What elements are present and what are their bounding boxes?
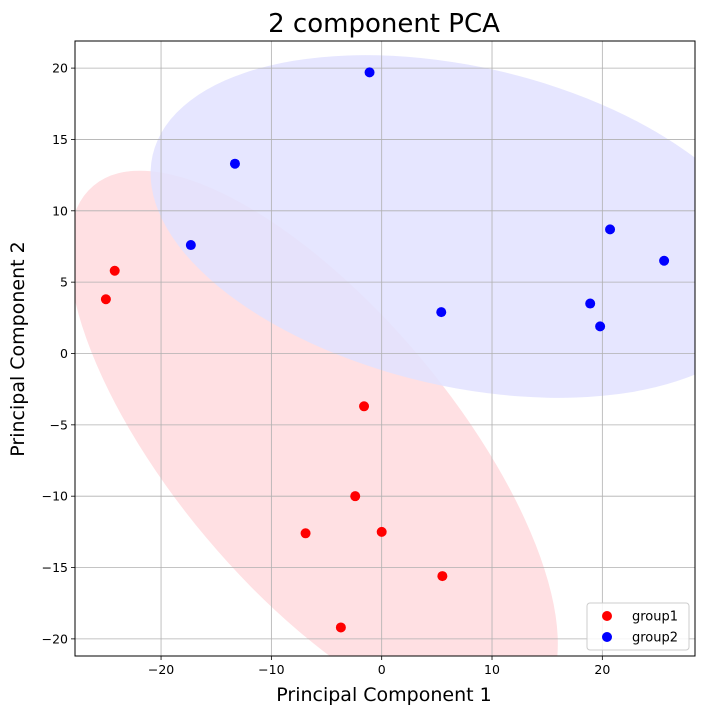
point-group1	[376, 526, 387, 537]
point-group2	[436, 307, 447, 318]
point-group2	[659, 255, 670, 266]
y-tick-label: 20	[52, 61, 68, 76]
plot-frame	[74, 40, 696, 657]
y-axis-title: Principal Component 2	[7, 241, 29, 456]
point-group2	[605, 224, 616, 235]
point-group1	[300, 528, 311, 539]
x-axis-title: Principal Component 1	[276, 684, 491, 706]
x-tick-label: −10	[258, 662, 284, 677]
point-group2	[364, 67, 375, 78]
legend: group1 group2	[586, 602, 690, 651]
y-tick-label: −15	[42, 560, 68, 575]
x-tick-label: 0	[378, 662, 386, 677]
legend-label-group1: group1	[632, 610, 678, 625]
y-tick-label: 10	[52, 203, 68, 218]
legend-box	[586, 602, 690, 651]
point-group2	[585, 298, 596, 309]
point-group1	[109, 265, 120, 276]
point-group1	[437, 571, 448, 582]
y-tick-label: 15	[52, 132, 68, 147]
y-tick-label: −20	[42, 631, 68, 646]
point-group2	[595, 321, 606, 332]
legend-label-group2: group2	[632, 631, 678, 646]
confidence-ellipse-group1	[75, 170, 558, 656]
y-tick-label: 5	[60, 275, 68, 290]
x-tick-label: 20	[594, 662, 610, 677]
point-group1	[350, 491, 361, 502]
confidence-ellipse-group2	[150, 55, 695, 398]
y-tick-label: 0	[60, 346, 68, 361]
y-tick-label: −5	[50, 417, 68, 432]
chart-title: 2 component PCA	[268, 9, 500, 39]
point-group1	[359, 401, 370, 412]
legend-marker-group1	[602, 611, 612, 621]
point-group2	[229, 158, 240, 169]
x-tick-label: −20	[148, 662, 174, 677]
point-group1	[335, 622, 346, 633]
x-tick-label: 10	[484, 662, 500, 677]
y-tick-label: −10	[42, 489, 68, 504]
point-group1	[100, 294, 111, 305]
legend-marker-group2	[602, 632, 612, 642]
point-group2	[185, 240, 196, 251]
